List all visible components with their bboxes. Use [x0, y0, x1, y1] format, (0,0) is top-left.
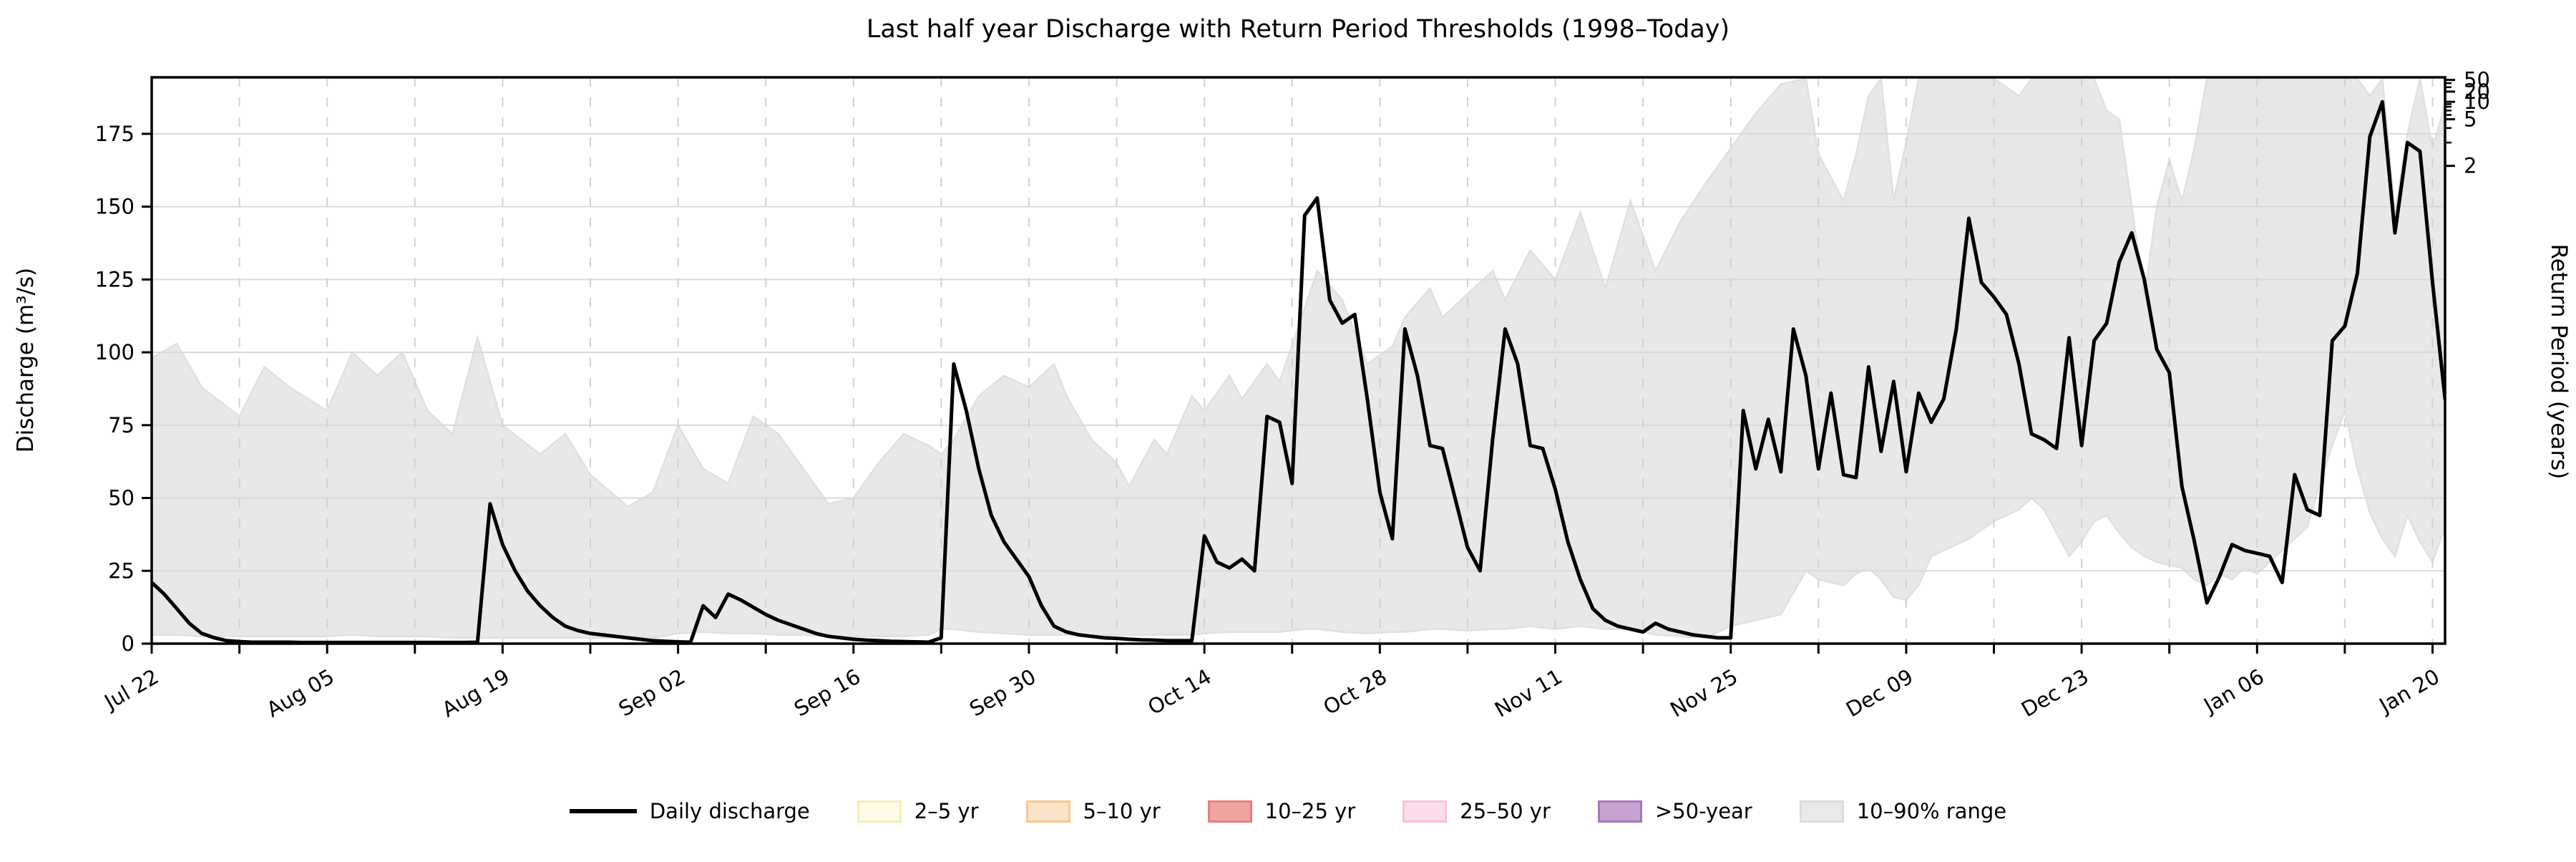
- y-tick-label: 175: [95, 122, 135, 146]
- x-tick-label: Nov 11: [1491, 664, 1566, 722]
- axes-spines: [150, 76, 2446, 645]
- legend-label: 10–25 yr: [1264, 799, 1356, 823]
- x-tick-label: Jan 20: [2374, 664, 2444, 719]
- y-tick-label: 125: [95, 267, 135, 291]
- rp-tick-label: 10: [2464, 89, 2490, 114]
- x-tick-label: Jul 22: [99, 664, 163, 715]
- y-axis-label-left: Discharge (m³/s): [13, 268, 39, 453]
- legend-item: 25–50 yr: [1402, 799, 1551, 823]
- legend-item: >50-year: [1597, 799, 1752, 823]
- legend-line-swatch: [569, 809, 637, 813]
- y-tick-label: 25: [108, 558, 135, 583]
- y-tick-label: 0: [122, 631, 135, 656]
- x-tick-label: Sep 02: [615, 664, 689, 722]
- legend-patch-swatch: [1597, 800, 1642, 823]
- legend-patch-swatch: [1207, 800, 1252, 823]
- legend-patch-swatch: [1025, 800, 1070, 823]
- rp-tick-label: 20: [2464, 79, 2490, 104]
- legend-label: Daily discharge: [649, 799, 810, 823]
- legend-item: 2–5 yr: [857, 799, 979, 823]
- legend-label: >50-year: [1654, 799, 1752, 823]
- legend-item: Daily discharge: [569, 799, 810, 823]
- y-tick-label: 50: [108, 486, 135, 510]
- x-tick-label: Aug 05: [263, 664, 338, 722]
- x-tick-label: Dec 09: [1842, 664, 1918, 722]
- legend-item: 5–10 yr: [1025, 799, 1161, 823]
- x-tick-label: Sep 16: [790, 664, 864, 722]
- y-axis-label-right: Return Period (years): [2546, 244, 2572, 480]
- x-tick-label: Oct 28: [1319, 664, 1390, 720]
- legend-patch-swatch: [857, 800, 902, 823]
- y-tick-label: 75: [108, 413, 135, 437]
- rp-tick-label: 50: [2464, 68, 2490, 92]
- x-tick-label: Sep 30: [965, 664, 1040, 722]
- legend-patch-swatch: [1402, 800, 1448, 823]
- legend-label: 10–90% range: [1856, 799, 2007, 823]
- discharge-polyline: [152, 100, 2445, 644]
- legend: Daily discharge 2–5 yr 5–10 yr 10–25 yr 25–5…: [0, 786, 2576, 836]
- rp-tick-label: 2: [2464, 154, 2477, 178]
- legend-item: 10–25 yr: [1207, 799, 1356, 823]
- gridlines: [152, 77, 2445, 644]
- x-tick-label: Nov 25: [1666, 664, 1742, 722]
- legend-item: 10–90% range: [1799, 799, 2007, 823]
- x-tick-label: Jan 06: [2198, 664, 2268, 719]
- daily-discharge-line: [152, 100, 2445, 644]
- y-tick-label: 100: [95, 340, 135, 364]
- x-tick-label: Oct 14: [1143, 664, 1215, 720]
- legend-label: 2–5 yr: [914, 799, 979, 823]
- chart-title: Last half year Discharge with Return Per…: [867, 15, 1729, 44]
- y-tick-label: 150: [95, 195, 135, 219]
- legend-patch-swatch: [1799, 800, 1844, 823]
- legend-label: 5–10 yr: [1083, 799, 1161, 823]
- legend-label: 25–50 yr: [1460, 799, 1551, 823]
- x-tick-label: Dec 23: [2017, 664, 2093, 722]
- x-tick-label: Aug 19: [438, 664, 514, 722]
- rp-tick-label: 5: [2464, 107, 2477, 132]
